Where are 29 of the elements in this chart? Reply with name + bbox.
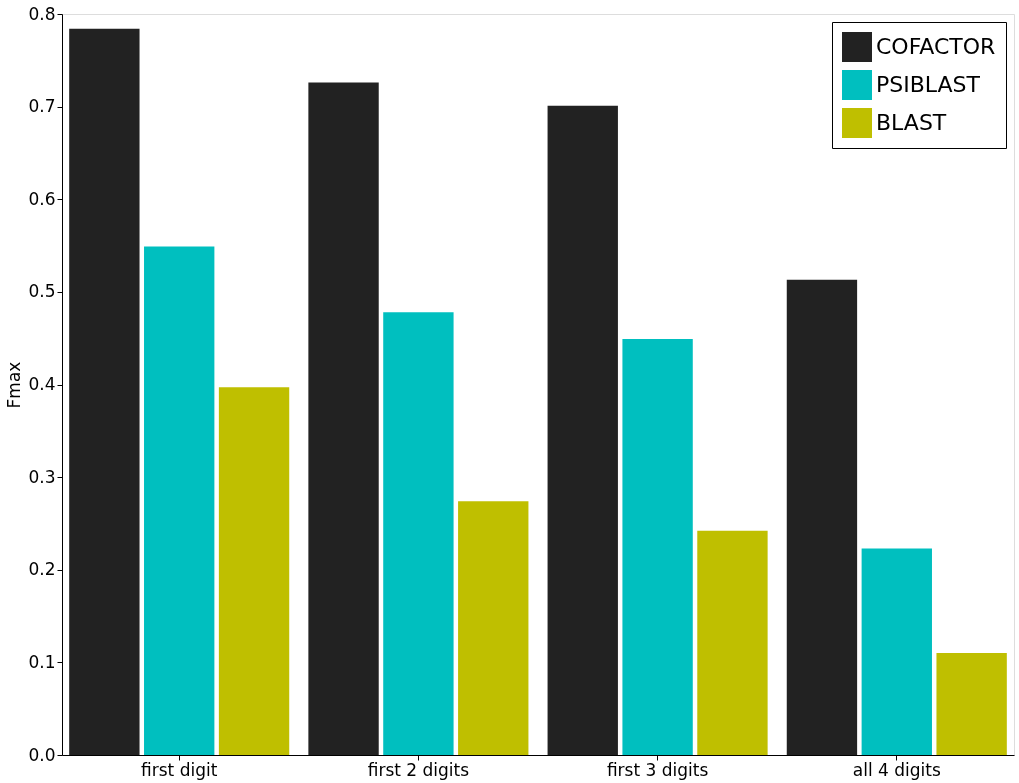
x-tick-label: first digit — [141, 759, 218, 780]
y-tick-label: 0.7 — [28, 96, 56, 117]
bar — [622, 339, 693, 755]
x-tick-label: first 2 digits — [367, 759, 470, 780]
y-tick-label: 0.2 — [28, 559, 56, 580]
y-tick-label: 0.0 — [28, 744, 56, 765]
bar — [697, 530, 768, 755]
x-tick-label: first 3 digits — [606, 759, 709, 780]
bar — [936, 653, 1007, 755]
y-tick-label: 0.5 — [28, 281, 56, 302]
bar — [458, 501, 529, 755]
bar — [547, 105, 618, 755]
x-tick-label: all 4 digits — [852, 759, 941, 780]
legend-label: BLAST — [876, 110, 947, 135]
legend-label: PSIBLAST — [876, 72, 981, 97]
y-tick-label: 0.1 — [28, 651, 56, 672]
bar — [218, 387, 290, 755]
bar — [69, 28, 140, 755]
bar — [308, 82, 379, 755]
bar — [144, 246, 215, 755]
bar — [786, 279, 858, 755]
y-axis-title: Fmax — [4, 361, 25, 409]
y-tick-label: 0.8 — [28, 3, 56, 24]
y-tick-label: 0.4 — [28, 374, 56, 394]
legend-label: COFACTOR — [876, 34, 996, 59]
y-tick-label: 0.6 — [28, 188, 56, 209]
bar — [383, 312, 454, 755]
y-tick-label: 0.3 — [28, 466, 56, 487]
bar — [861, 548, 932, 755]
